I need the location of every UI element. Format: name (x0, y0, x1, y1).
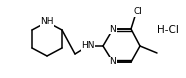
Text: N: N (110, 57, 116, 67)
Text: Cl: Cl (134, 7, 142, 17)
Text: N: N (110, 24, 116, 33)
Text: HN: HN (81, 41, 95, 50)
Text: NH: NH (40, 17, 54, 27)
Text: H-Cl: H-Cl (157, 25, 179, 35)
